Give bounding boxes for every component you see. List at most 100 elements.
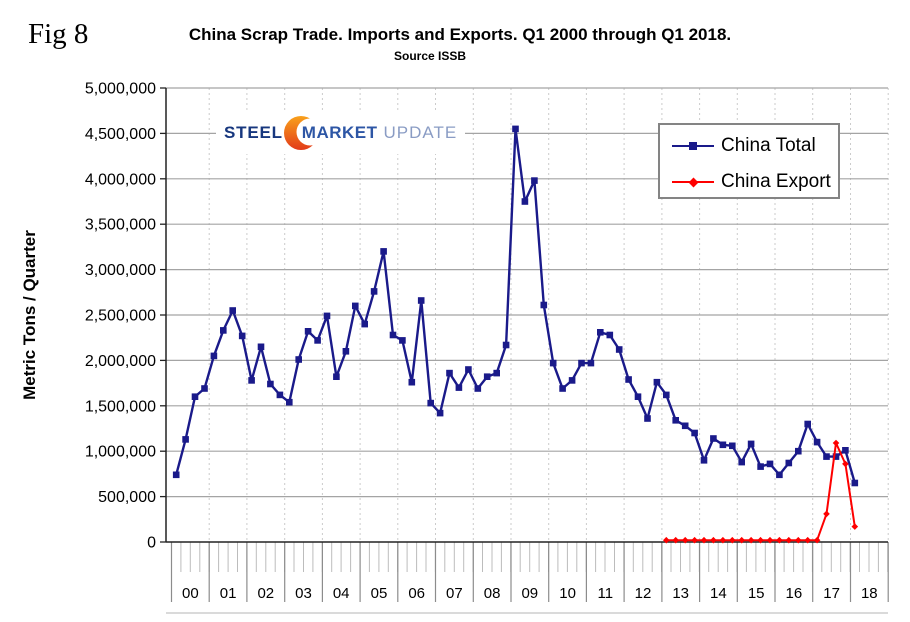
logo-text-steel: STEEL bbox=[224, 123, 283, 142]
series-china-total-marker bbox=[267, 380, 274, 388]
series-china-total-marker bbox=[483, 373, 491, 380]
y-tick-label: 4,500,000 bbox=[85, 126, 156, 143]
logo-text-update: UPDATE bbox=[383, 123, 458, 142]
series-china-export-marker bbox=[663, 536, 670, 544]
series-china-export-marker bbox=[700, 536, 708, 544]
series-china-export-marker bbox=[738, 536, 745, 544]
series-china-total-marker bbox=[634, 393, 642, 400]
series-china-export-marker bbox=[804, 536, 811, 544]
series-china-export-marker bbox=[813, 536, 821, 544]
y-tick-label: 1,000,000 bbox=[85, 444, 156, 461]
x-year-label: 13 bbox=[672, 585, 689, 602]
series-china-total-marker bbox=[399, 337, 406, 344]
x-year-label: 06 bbox=[408, 585, 425, 602]
x-year-label: 03 bbox=[295, 585, 312, 602]
series-china-total-marker bbox=[663, 391, 670, 399]
legend-box: China Total China Export bbox=[658, 123, 840, 199]
x-year-label: 17 bbox=[823, 585, 840, 602]
x-year-label: 14 bbox=[710, 585, 727, 602]
chart-title: China Scrap Trade. Imports and Exports. … bbox=[188, 25, 732, 44]
series-china-export-marker bbox=[747, 536, 755, 544]
y-tick-label: 0 bbox=[147, 535, 156, 552]
series-china-export-marker bbox=[691, 536, 698, 544]
series-china-total-marker bbox=[408, 378, 416, 386]
y-tick-label: 5,000,000 bbox=[85, 81, 156, 98]
legend-marker-diamond bbox=[688, 177, 699, 188]
series-china-total-marker bbox=[370, 288, 378, 295]
series-china-total-marker bbox=[182, 436, 189, 443]
series-china-total-marker bbox=[417, 297, 425, 304]
series-china-total-marker bbox=[823, 453, 830, 460]
y-tick-label: 500,000 bbox=[98, 489, 156, 506]
series-china-total-marker bbox=[587, 359, 595, 367]
series-china-total-marker bbox=[352, 302, 359, 310]
series-china-total-marker bbox=[361, 320, 368, 328]
series-china-total-marker bbox=[549, 359, 557, 367]
y-tick-label: 2,500,000 bbox=[85, 308, 156, 325]
series-china-total-marker bbox=[700, 457, 708, 464]
figure-number: Fig 8 bbox=[28, 18, 89, 50]
series-china-export-marker bbox=[719, 536, 727, 544]
x-year-label: 02 bbox=[257, 585, 274, 602]
series-china-total-marker bbox=[531, 177, 538, 184]
series-china-export-marker bbox=[757, 536, 764, 544]
series-china-total-marker bbox=[578, 359, 585, 367]
y-tick-label: 1,500,000 bbox=[85, 398, 156, 415]
series-china-export-marker bbox=[681, 536, 689, 544]
y-tick-label: 2,000,000 bbox=[85, 353, 156, 370]
logo-text-market: MARKET bbox=[301, 123, 378, 142]
series-china-total-marker bbox=[286, 398, 293, 406]
series-china-total-marker bbox=[342, 348, 350, 355]
x-year-label: 08 bbox=[484, 585, 501, 602]
series-china-export-marker bbox=[785, 536, 793, 544]
series-china-export-marker bbox=[842, 460, 849, 468]
series-china-total-marker bbox=[333, 373, 340, 380]
series-china-total-marker bbox=[493, 369, 500, 377]
series-china-total-marker bbox=[191, 393, 199, 400]
series-china-total-marker bbox=[248, 377, 255, 384]
series-china-total-marker bbox=[757, 463, 764, 470]
series-china-export-marker bbox=[776, 536, 783, 544]
legend-marker-square bbox=[689, 142, 697, 150]
x-year-label: 00 bbox=[182, 585, 199, 602]
series-china-total-marker bbox=[323, 312, 331, 320]
series-china-total-marker bbox=[172, 471, 180, 479]
legend-swatch-china-total bbox=[672, 141, 714, 151]
series-china-total-marker bbox=[691, 429, 698, 437]
series-china-total-marker bbox=[502, 341, 510, 349]
series-china-total-marker bbox=[785, 459, 793, 467]
series-china-total-marker bbox=[729, 442, 736, 450]
series-china-total-marker bbox=[304, 328, 312, 335]
x-year-label: 10 bbox=[559, 585, 576, 602]
series-china-total-marker bbox=[766, 460, 774, 468]
series-china-total-marker bbox=[597, 329, 604, 336]
series-china-total-marker bbox=[568, 377, 576, 384]
y-tick-label: 4,000,000 bbox=[85, 171, 156, 188]
series-china-total-marker bbox=[842, 447, 849, 454]
series-china-export-marker bbox=[729, 536, 736, 544]
x-year-label: 01 bbox=[220, 585, 237, 602]
series-china-total-marker bbox=[229, 307, 236, 314]
series-china-export-marker bbox=[710, 536, 717, 544]
series-china-total-marker bbox=[314, 337, 321, 344]
y-tick-label: 3,000,000 bbox=[85, 262, 156, 279]
series-china-export-marker bbox=[823, 510, 830, 518]
legend-swatch-china-export bbox=[672, 177, 714, 188]
series-china-total-marker bbox=[276, 391, 284, 399]
x-year-label: 15 bbox=[748, 585, 765, 602]
series-china-total-marker bbox=[559, 385, 566, 392]
series-china-total-marker bbox=[719, 441, 727, 449]
chart-subtitle: Source ISSB bbox=[393, 49, 467, 63]
series-china-total-marker bbox=[389, 331, 397, 339]
legend-label-china-total: China Total bbox=[721, 135, 816, 156]
series-china-export-marker bbox=[766, 536, 774, 544]
series-china-total-marker bbox=[474, 385, 482, 392]
series-china-total-marker bbox=[436, 409, 444, 417]
logo-crescent-icon bbox=[283, 116, 323, 150]
series-china-total-marker bbox=[795, 447, 802, 455]
series-china-total-marker bbox=[672, 417, 679, 424]
series-china-export-marker bbox=[795, 536, 802, 544]
legend-entry-china-total: China Total bbox=[660, 128, 838, 164]
